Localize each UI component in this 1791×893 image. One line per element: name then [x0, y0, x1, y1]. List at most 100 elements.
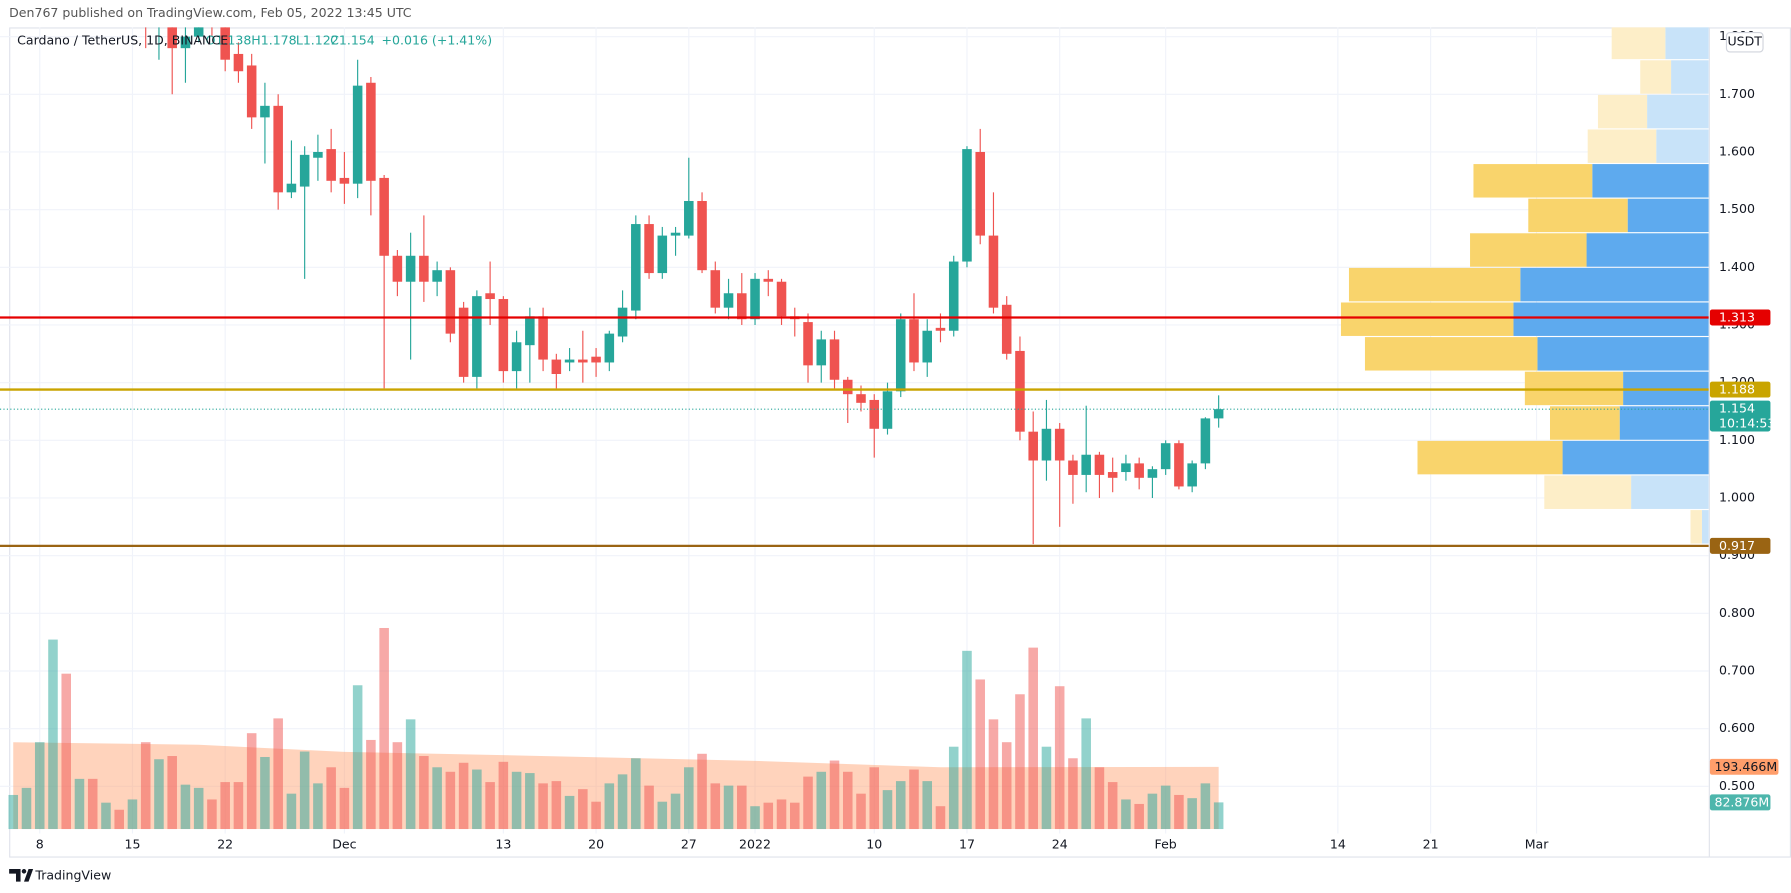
x-tick-label: 17: [959, 837, 975, 852]
level-badge: [1709, 537, 1771, 554]
volume-bar: [935, 806, 946, 830]
candle-body: [405, 255, 416, 282]
candle-body: [286, 183, 297, 193]
volume-bar: [1200, 783, 1211, 830]
candle-body: [776, 281, 787, 317]
volume-bar: [988, 719, 999, 830]
volume-ma-label: 193.466M: [1714, 759, 1777, 774]
logo-dot: [21, 869, 27, 874]
profile-down-bar: [1524, 371, 1624, 406]
volume-bar: [21, 787, 32, 830]
volume-bar: [498, 761, 509, 830]
candle-body: [551, 359, 562, 374]
candle-body: [352, 85, 363, 184]
candle-body: [697, 200, 707, 271]
countdown-label: 10:14:53: [1719, 416, 1775, 431]
profile-down-bar: [1417, 440, 1563, 475]
profile-down-bar: [1597, 94, 1648, 129]
profile-down-bar: [1364, 337, 1538, 371]
volume-bar: [948, 746, 959, 830]
volume-bar: [313, 783, 323, 830]
currency-button[interactable]: [1725, 31, 1764, 53]
candle-body: [803, 322, 813, 366]
volume-bar: [737, 785, 747, 830]
profile-down-bar: [1340, 302, 1514, 336]
profile-down-bar: [1544, 475, 1632, 509]
volume-bar: [1015, 694, 1025, 830]
candle-body: [975, 151, 985, 236]
candle-body: [1107, 472, 1118, 478]
profile-up-bar: [1562, 440, 1709, 475]
volume-bar: [246, 733, 257, 830]
volume-bar: [816, 771, 827, 830]
volume-bar: [193, 787, 204, 830]
volume-bar: [869, 767, 880, 830]
volume-bar: [882, 790, 893, 830]
x-tick-label: 2022: [739, 837, 771, 852]
volume-bar: [829, 760, 840, 830]
ohlc-label: H1.178: [251, 33, 296, 48]
volume-bar: [803, 776, 813, 830]
currency-label[interactable]: USDT: [1727, 34, 1762, 49]
volume-bar: [591, 801, 601, 830]
logo-shape: [23, 869, 34, 882]
profile-up-bar: [1656, 129, 1709, 163]
volume-bar: [697, 753, 707, 830]
volume-bar: [564, 795, 575, 830]
candle-body: [948, 261, 959, 331]
volume-bar: [220, 782, 230, 830]
x-tick-label: 14: [1330, 837, 1346, 852]
volume-bar: [578, 789, 588, 830]
candle-body: [339, 177, 350, 184]
ohlc-label: C1.154: [330, 33, 375, 48]
volume-bar: [154, 759, 164, 830]
logo-shape: [9, 869, 21, 882]
candle-body: [1068, 460, 1078, 475]
volume-bar: [1081, 718, 1091, 830]
tradingview-logo: [9, 869, 34, 882]
symbol-legend: Cardano / TetherUS, 1D, BINANCE: [17, 33, 228, 48]
volume-bar: [1054, 686, 1065, 830]
profile-up-bar: [1665, 27, 1709, 60]
candle-body: [366, 82, 376, 181]
current-price-label: 1.154: [1719, 401, 1755, 416]
candle-body: [737, 293, 747, 320]
volume-bar: [1187, 798, 1197, 830]
candle-body: [922, 330, 933, 363]
candle-body: [1187, 463, 1197, 487]
volume-bar: [273, 718, 283, 830]
volume-bar: [1041, 746, 1052, 830]
volume-bar: [1213, 802, 1224, 830]
x-tick-label: Mar: [1525, 837, 1550, 852]
volume-bar: [140, 742, 151, 830]
ohlc-label: L1.122: [296, 33, 339, 48]
volume-bar: [432, 767, 442, 830]
volume-bar: [1094, 767, 1105, 830]
profile-down-bar: [1348, 267, 1521, 302]
volume-bar: [975, 679, 985, 830]
candle-body: [895, 319, 906, 392]
volume-badge: [1709, 794, 1771, 811]
candle-body: [167, 27, 177, 49]
candle-body: [1200, 418, 1211, 464]
y-tick-label: 0.700: [1719, 662, 1755, 677]
volume-bar: [525, 773, 535, 830]
candle-body: [1121, 463, 1131, 473]
volume-bar: [167, 756, 177, 830]
volume-bar: [101, 802, 111, 830]
candle-body: [723, 293, 734, 308]
profile-up-bar: [1592, 164, 1709, 198]
candle-body: [233, 53, 244, 72]
volume-bar: [962, 650, 972, 830]
candle-body: [193, 27, 204, 37]
overlay: 0.5000.6000.7000.8000.9001.0001.1001.200…: [36, 28, 1779, 852]
volume-bar: [87, 778, 98, 830]
profile-down-bar: [1470, 233, 1587, 267]
candle-body: [1028, 431, 1038, 461]
candle-body: [445, 270, 456, 334]
candle-body: [856, 394, 866, 403]
candle-body: [962, 149, 972, 262]
volume-bar: [922, 781, 933, 830]
